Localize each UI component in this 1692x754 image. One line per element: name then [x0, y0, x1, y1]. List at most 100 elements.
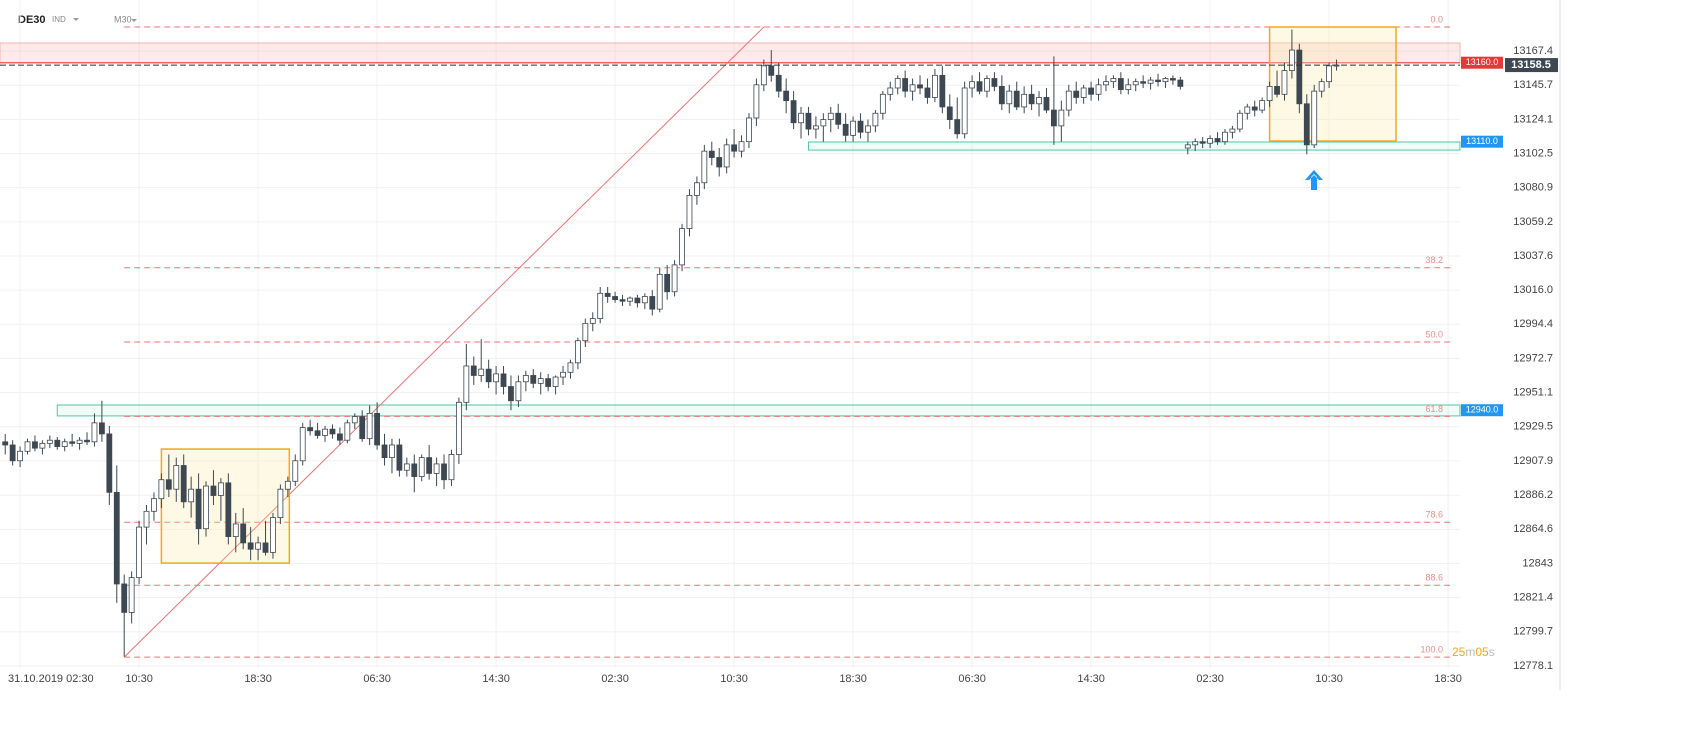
candle-timer: 25m05s — [1452, 645, 1495, 659]
candle-body — [1058, 109, 1065, 127]
candle-body — [1013, 90, 1020, 108]
candle-body — [939, 74, 946, 108]
x-tick-label: 10:30 — [1315, 673, 1343, 685]
candle-body — [694, 182, 700, 196]
dropdown-caret[interactable] — [73, 18, 79, 21]
candle-body — [403, 463, 410, 471]
candle-body — [1125, 84, 1132, 90]
candle-body — [1259, 100, 1266, 111]
candle-body — [351, 416, 358, 424]
candle-body — [1318, 81, 1325, 92]
candle-body — [314, 430, 321, 436]
candle-body — [240, 523, 247, 544]
candle-body — [790, 100, 797, 124]
candle-body — [731, 144, 737, 152]
candle-body — [835, 112, 842, 125]
y-tick-label: 12886.2 — [1513, 489, 1553, 501]
candle-body — [1303, 103, 1310, 146]
candle-body — [344, 422, 351, 441]
candle-body — [374, 412, 380, 446]
candle-body — [827, 112, 834, 120]
y-tick-label: 12799.7 — [1513, 626, 1553, 638]
candle-body — [634, 297, 641, 304]
candle-body — [455, 401, 462, 455]
support-zone — [56, 404, 1461, 417]
candle-body — [1036, 97, 1042, 105]
symbol: DE30 — [18, 14, 46, 26]
candle-body — [991, 78, 998, 87]
signal-arrow — [1305, 170, 1323, 190]
candle-body — [1110, 78, 1117, 83]
candle-body — [1244, 106, 1251, 114]
x-tick-label: 02:30 — [1196, 673, 1224, 685]
candle-body — [813, 125, 819, 130]
candle-body — [798, 112, 804, 124]
candle-body — [1147, 79, 1154, 84]
candle-body — [1006, 90, 1013, 105]
candle-body — [1326, 65, 1332, 83]
candle-body — [723, 144, 730, 168]
candle-body — [277, 488, 284, 519]
candle-body — [411, 463, 418, 477]
candle-body — [188, 488, 195, 503]
candle-body — [54, 439, 61, 447]
candle-body — [1236, 112, 1243, 130]
candle-body — [656, 273, 663, 310]
candle-body — [545, 378, 552, 387]
candle-body — [976, 81, 983, 92]
candle-body — [9, 444, 16, 462]
candle-body — [865, 125, 871, 133]
candle-body — [1199, 141, 1206, 144]
y-tick-label: 13124.1 — [1513, 113, 1553, 125]
candle-body — [1132, 81, 1139, 86]
candle-body — [954, 119, 961, 135]
candle-body — [232, 523, 239, 537]
y-tick-label: 12864.6 — [1513, 523, 1553, 535]
candle-body — [500, 373, 507, 387]
candle-body — [322, 428, 328, 436]
candle-body — [641, 296, 648, 304]
candle-body — [686, 194, 693, 229]
candle-body — [664, 273, 671, 293]
candle-body — [292, 460, 299, 482]
y-tick-label: 12994.4 — [1513, 318, 1553, 330]
candle-body — [1140, 81, 1147, 84]
y-tick-label: 12951.1 — [1513, 387, 1553, 399]
y-tick-label: 12778.1 — [1513, 660, 1553, 672]
candle-body — [307, 427, 314, 432]
x-tick-label: 10:30 — [125, 673, 153, 685]
y-tick-label: 13167.4 — [1513, 45, 1553, 57]
candle-body — [969, 81, 975, 89]
candle-body — [1162, 78, 1169, 83]
candle-body — [433, 463, 440, 474]
market: IND — [52, 15, 66, 24]
candle-body — [121, 583, 128, 613]
candle-body — [262, 542, 269, 553]
candle-body — [113, 491, 120, 585]
candle-body — [1192, 141, 1199, 146]
y-tick-label: 12821.4 — [1513, 591, 1553, 603]
candle-body — [850, 120, 856, 136]
candle-body — [679, 228, 685, 266]
candle-body — [17, 450, 23, 462]
candle-body — [1021, 93, 1028, 108]
candle-body — [932, 74, 938, 98]
x-tick-label: 14:30 — [482, 673, 510, 685]
fib-trend-line — [123, 26, 765, 658]
candle-body — [76, 439, 83, 444]
candle-body — [1028, 93, 1035, 105]
dropdown-caret[interactable] — [131, 19, 137, 22]
candle-body — [924, 87, 931, 98]
timer-part: m — [1465, 645, 1475, 659]
price-tag-label: 13110.0 — [1466, 136, 1498, 146]
candle-body — [1311, 90, 1318, 146]
candle-body — [1073, 90, 1080, 98]
interval[interactable]: M30 — [114, 14, 132, 24]
price-tag — [1461, 404, 1503, 417]
candle-body — [1117, 78, 1124, 90]
candle-body — [299, 427, 306, 462]
candle-body — [180, 465, 187, 503]
x-tick-label: 02:30 — [601, 673, 629, 685]
candle-body — [448, 454, 455, 481]
candle-body — [946, 106, 953, 120]
